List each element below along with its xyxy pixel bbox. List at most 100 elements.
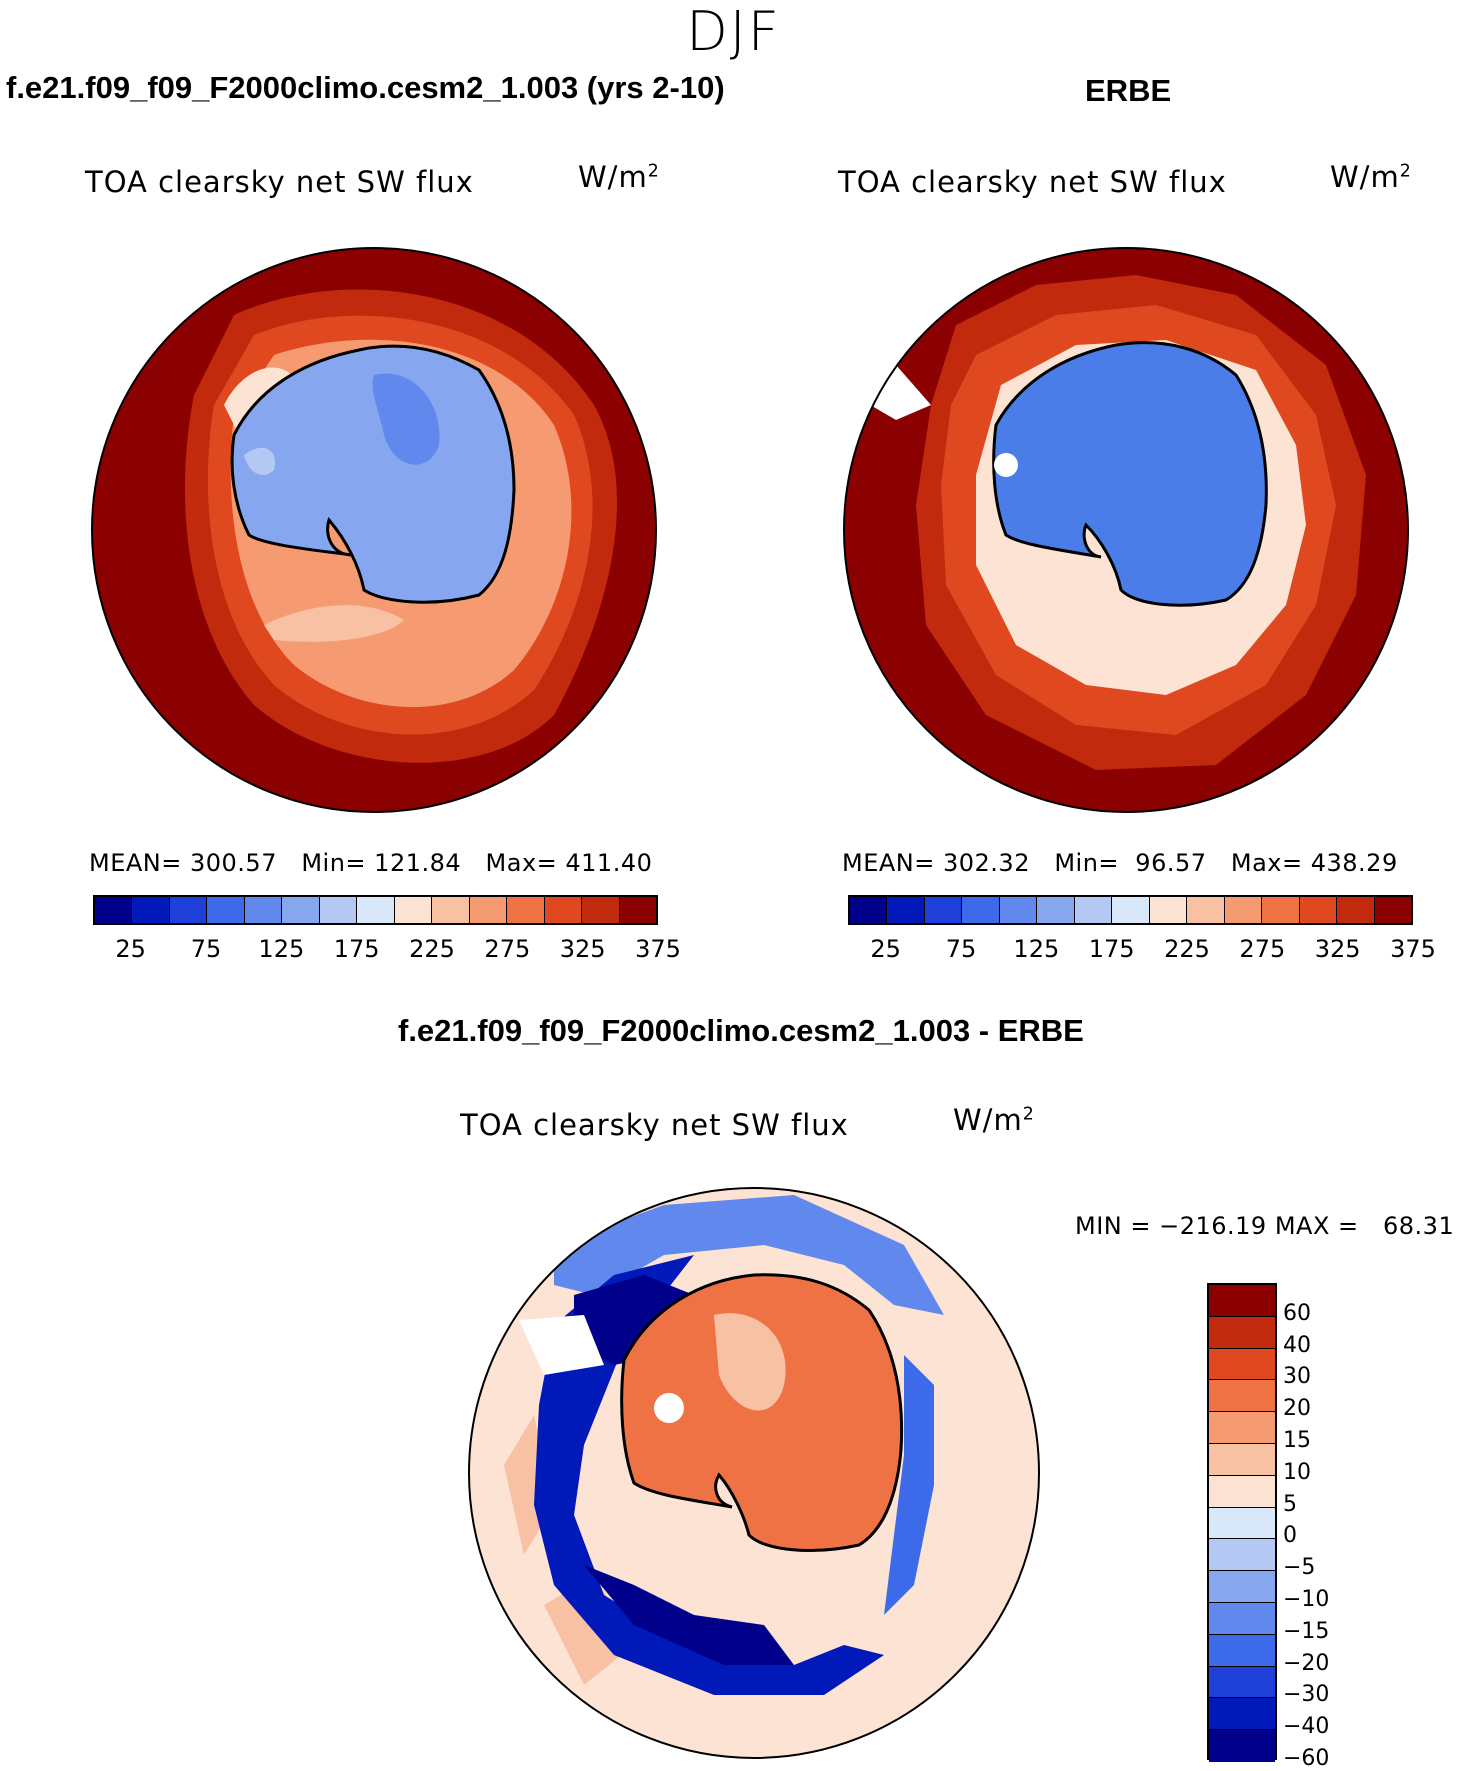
colorbar-level-label: −30 — [1283, 1682, 1330, 1708]
colorbar-swatch — [1209, 1380, 1275, 1413]
ross-pale-patch — [264, 605, 404, 642]
colorbar-tick-label: 25 — [870, 935, 901, 963]
colorbar-level-label: −40 — [1283, 1714, 1330, 1740]
panel-1-colorbar — [93, 895, 658, 925]
colorbar-swatch — [1262, 897, 1300, 923]
diff-units: W/m2 — [953, 1103, 1035, 1137]
colorbar-swatch — [1337, 897, 1375, 923]
colorbar-swatch — [1209, 1571, 1275, 1603]
colorbar-level-label: 15 — [1283, 1428, 1311, 1453]
colorbar-swatch — [1209, 1666, 1275, 1699]
antarctica-model — [230, 344, 516, 604]
colorbar-swatch — [432, 897, 470, 923]
panel-2-case-title: ERBE — [1085, 73, 1172, 108]
colorbar-swatch — [1374, 897, 1412, 923]
colorbar-swatch — [924, 897, 963, 923]
panel-2-colorbar-ticks: 25 75 125 175 225 275 325 375 — [848, 935, 1436, 965]
colorbar-swatch — [1209, 1730, 1275, 1762]
peninsula-light — [244, 447, 275, 475]
colorbar-level-label: −5 — [1283, 1555, 1316, 1581]
diff-interior-light — [714, 1313, 786, 1411]
colorbar-swatch — [1149, 897, 1188, 923]
pole-hole — [994, 453, 1018, 477]
colorbar-swatch — [544, 897, 583, 923]
difference-polar-map — [468, 1187, 1040, 1759]
colorbar-swatch — [1209, 1316, 1275, 1349]
colorbar-swatch — [1037, 897, 1075, 923]
map-boundary — [843, 247, 1409, 813]
erbe-polar-map — [843, 247, 1409, 813]
colorbar-swatch — [1209, 1602, 1275, 1635]
colorbar-tick-label: 75 — [190, 935, 222, 963]
diff-minmax: MIN = −216.19 MAX = 68.31 — [1075, 1212, 1455, 1240]
colorbar-swatch — [887, 897, 925, 923]
colorbar-swatch — [507, 897, 545, 923]
colorbar-swatch — [1209, 1539, 1275, 1572]
colorbar-level-label: 40 — [1283, 1332, 1311, 1358]
diff-colorbar — [1207, 1283, 1277, 1762]
panel-1-stats: MEAN= 300.57 Min= 121.84 Max= 411.40 — [89, 849, 653, 877]
colorbar-level-label: 5 — [1283, 1491, 1297, 1517]
panel-2-colorbar — [848, 895, 1413, 925]
colorbar-swatch — [1209, 1634, 1275, 1667]
colorbar-tick-label: 125 — [258, 935, 305, 963]
colorbar-swatch — [1112, 897, 1150, 923]
map-boundary — [468, 1187, 1040, 1759]
colorbar-swatch — [244, 897, 283, 923]
season-title: DJF — [686, 0, 781, 63]
colorbar-tick-label: 325 — [559, 935, 606, 963]
colorbar-swatch — [207, 897, 245, 923]
colorbar-swatch — [132, 897, 170, 923]
colorbar-swatch — [1209, 1285, 1275, 1317]
colorbar-level-label: −20 — [1283, 1650, 1330, 1676]
colorbar-swatch — [1209, 1698, 1275, 1731]
colorbar-swatch — [394, 897, 433, 923]
panel-1-colorbar-ticks: 25 75 125 175 225 275 325 375 — [93, 935, 681, 965]
panel-2-variable-title: TOA clearsky net SW flux — [838, 165, 1227, 199]
colorbar-swatch — [469, 897, 508, 923]
missing-data-patch — [519, 1315, 604, 1375]
panel-1-case-title: f.e21.f09_f09_F2000climo.cesm2_1.003 (yr… — [6, 70, 725, 105]
colorbar-level-label: −60 — [1283, 1746, 1330, 1771]
diff-antarctica — [620, 1273, 904, 1552]
colorbar-swatch — [319, 897, 358, 923]
colorbar-tick-label: 125 — [1013, 935, 1060, 963]
colorbar-swatch — [850, 897, 888, 923]
colorbar-tick-label: 175 — [333, 935, 380, 963]
colorbar-level-label: 20 — [1283, 1396, 1311, 1422]
colorbar-swatch — [1074, 897, 1113, 923]
colorbar-swatch — [1224, 897, 1263, 923]
colorbar-swatch — [582, 897, 620, 923]
colorbar-swatch — [95, 897, 133, 923]
diff-blue-ring — [534, 1255, 884, 1695]
colorbar-swatch — [1299, 897, 1338, 923]
diff-deep-blue-ross — [584, 1565, 794, 1665]
colorbar-tick-label: 275 — [1239, 935, 1286, 963]
model-polar-map — [91, 247, 657, 813]
colorbar-tick-label: 375 — [1390, 935, 1436, 963]
colorbar-tick-label: 375 — [635, 935, 681, 963]
colorbar-tick-label: 25 — [115, 935, 146, 963]
colorbar-swatch — [999, 897, 1038, 923]
colorbar-swatch — [1209, 1443, 1275, 1476]
panel-1-variable-title: TOA clearsky net SW flux — [85, 165, 474, 199]
colorbar-swatch — [357, 897, 395, 923]
east-antarctic-low — [372, 373, 440, 465]
diff-colorbar-labels: 60 40 30 20 15 10 5 0 −5 −10 −15 −20 −30 −40 −60 — [1283, 1283, 1383, 1771]
colorbar-swatch — [1209, 1475, 1275, 1508]
diff-blue-band-north — [554, 1195, 944, 1315]
colorbar-tick-label: 75 — [945, 935, 977, 963]
colorbar-level-label: 10 — [1283, 1459, 1311, 1485]
diff-blue-east — [884, 1355, 934, 1615]
map-boundary — [91, 247, 657, 813]
colorbar-tick-label: 225 — [409, 935, 455, 963]
colorbar-swatch — [619, 897, 657, 923]
colorbar-tick-label: 275 — [484, 935, 531, 963]
colorbar-level-label: −10 — [1283, 1587, 1330, 1612]
antarctica-erbe — [992, 341, 1268, 607]
colorbar-swatch — [962, 897, 1000, 923]
colorbar-level-label: 0 — [1283, 1523, 1297, 1549]
panel-2-units: W/m2 — [1330, 160, 1412, 194]
colorbar-swatch — [169, 897, 208, 923]
colorbar-tick-label: 175 — [1088, 935, 1135, 963]
